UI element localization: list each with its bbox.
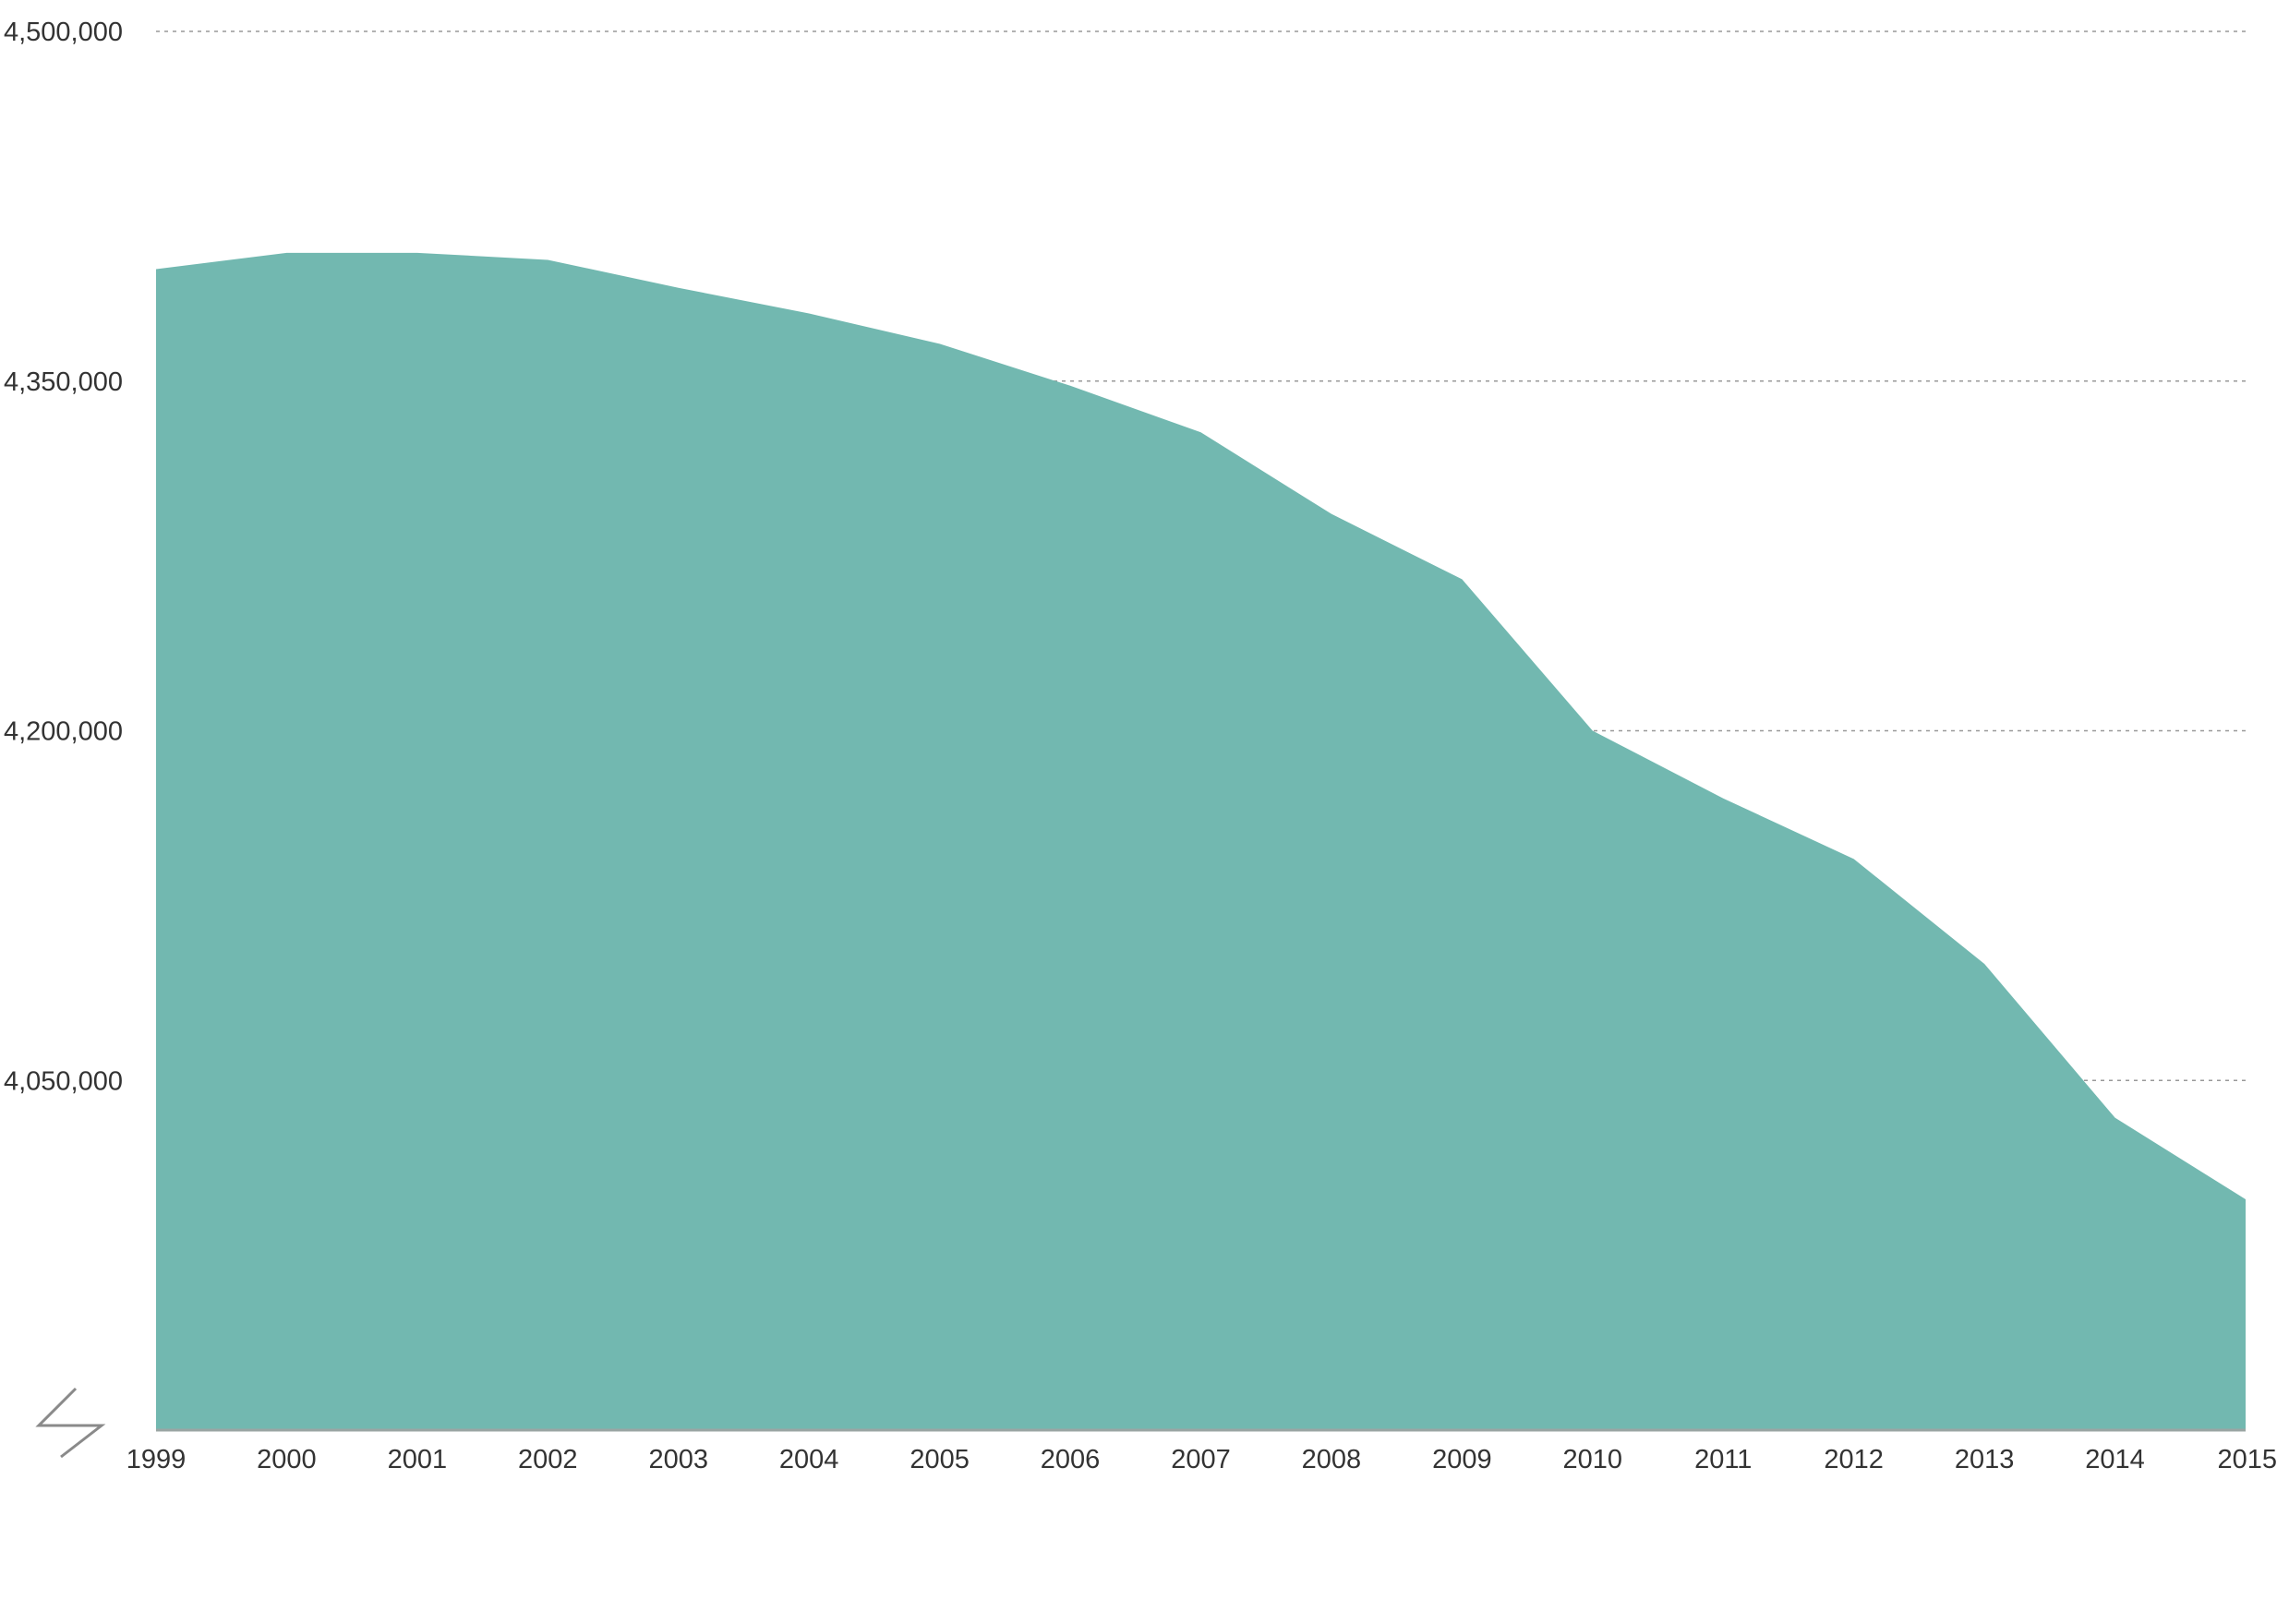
y-tick-label: 4,350,000: [4, 367, 123, 397]
x-tick-label: 2004: [779, 1445, 839, 1474]
x-tick-label: 2008: [1302, 1445, 1362, 1474]
axis-break-icon: [35, 1387, 106, 1459]
y-tick-label: 4,050,000: [4, 1066, 123, 1096]
x-tick-label: 2005: [910, 1445, 970, 1474]
x-tick-label: 2011: [1694, 1445, 1752, 1474]
axis-break-zigzag: [35, 1387, 106, 1459]
y-tick-label: 4,200,000: [4, 717, 123, 747]
x-tick-label: 2013: [1955, 1445, 2015, 1474]
x-tick-label: 1999: [126, 1445, 187, 1474]
x-tick-label: 2015: [2217, 1445, 2277, 1474]
x-tick-label: 2003: [648, 1445, 708, 1474]
x-tick-label: 2006: [1041, 1445, 1101, 1474]
y-tick-label: 4,500,000: [4, 18, 123, 47]
x-tick-label: 2002: [518, 1445, 578, 1474]
x-tick-label: 2014: [2085, 1445, 2145, 1474]
x-tick-label: 2010: [1563, 1445, 1623, 1474]
y-axis-tick-labels: 4,500,000 4,350,000 4,200,000 4,050,000: [4, 18, 123, 1096]
x-axis-tick-labels: 1999 2000 2001 2002 2003 2004 2005 2006 2007 2008…: [126, 1445, 2277, 1474]
x-tick-label: 2000: [257, 1445, 317, 1474]
x-tick-label: 2001: [388, 1445, 448, 1474]
x-tick-label: 2009: [1432, 1445, 1492, 1474]
area-series-0: [156, 252, 2246, 1430]
plot-area: [156, 252, 2246, 1430]
x-tick-label: 2012: [1824, 1445, 1884, 1474]
x-tick-label: 2007: [1171, 1445, 1231, 1474]
